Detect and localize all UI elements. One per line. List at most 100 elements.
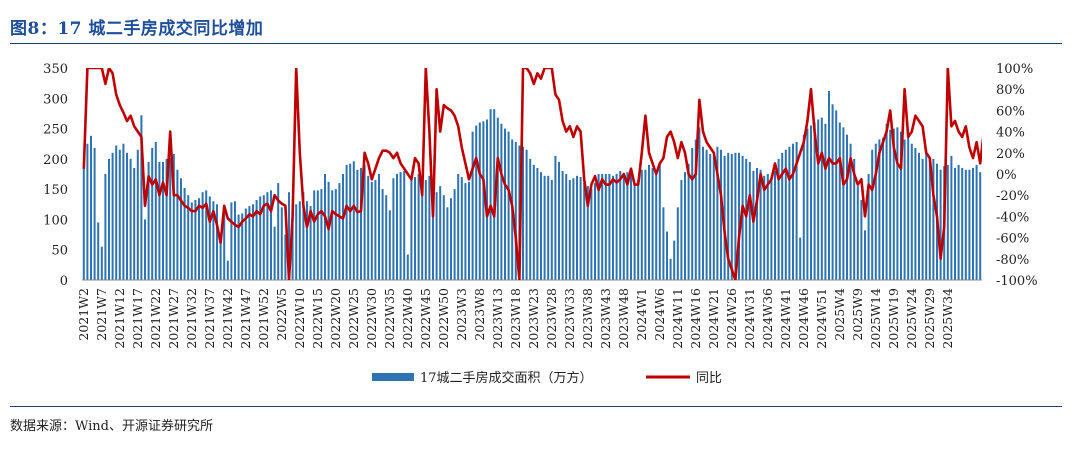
bar (907, 134, 910, 280)
x-tick-label: 2021W22 (148, 288, 163, 349)
bar (860, 200, 863, 280)
line-series (82, 68, 982, 280)
bar (568, 180, 571, 280)
x-tick-label: 2024W51 (814, 288, 829, 349)
bar (100, 246, 103, 280)
bar (896, 127, 899, 280)
bar (413, 177, 417, 280)
x-tick-label: 2025W24 (904, 288, 919, 349)
y2-tick-label: -100% (996, 274, 1038, 289)
bar (273, 226, 276, 280)
x-tick-label: 2023W23 (526, 288, 541, 349)
bar (680, 180, 683, 280)
legend: 17城二手房成交面积（万方） 同比 (372, 370, 722, 386)
bar (194, 200, 197, 280)
y2-tick-label: 40% (996, 126, 1025, 141)
bar (381, 189, 384, 280)
x-tick-label: 2023W28 (544, 288, 559, 349)
y-tick-label: 250 (43, 123, 68, 138)
x-tick-label: 2021W7 (94, 288, 109, 341)
y2-tick-label: -40% (996, 210, 1029, 225)
bar (277, 183, 280, 280)
x-tick-label: 2024W21 (706, 288, 721, 349)
bar (97, 222, 100, 280)
bar (151, 147, 154, 280)
bar (385, 195, 388, 280)
bar (953, 167, 957, 280)
x-tick-label: 2025W19 (886, 288, 901, 349)
bar (932, 158, 935, 280)
bar (529, 158, 532, 280)
x-tick-label: 2023W8 (472, 288, 487, 341)
x-tick-label: 2023W18 (508, 288, 523, 349)
x-tick-label: 2022W20 (328, 288, 343, 349)
legend-bar-swatch (372, 373, 414, 381)
bar (874, 143, 877, 280)
x-tick-label: 2021W52 (256, 288, 271, 349)
bar (449, 198, 453, 280)
bar (493, 109, 496, 280)
y2-tick-label: -60% (996, 232, 1029, 247)
bar (359, 167, 363, 280)
bar (269, 190, 273, 280)
bar (374, 180, 377, 280)
bar (464, 183, 467, 280)
bar (899, 131, 903, 280)
bar (118, 149, 121, 280)
bar (914, 147, 917, 280)
bar (467, 181, 471, 280)
bar (161, 161, 165, 280)
bar (615, 174, 618, 280)
x-tick-label: 2021W42 (220, 288, 235, 349)
y-tick-label: 350 (43, 62, 68, 77)
bar (395, 174, 399, 280)
bar (737, 152, 741, 280)
bar (813, 122, 816, 280)
bar (280, 207, 283, 280)
bar (669, 258, 672, 280)
bar (471, 131, 474, 280)
bar (788, 146, 791, 280)
bar (183, 187, 186, 280)
y-tick-label: 300 (43, 92, 68, 107)
bar (903, 139, 906, 280)
bar (428, 175, 431, 280)
bar (961, 167, 964, 280)
bar (331, 190, 334, 280)
x-tick-label: 2025W14 (868, 288, 883, 349)
bar (709, 154, 712, 280)
bar (971, 167, 975, 280)
bar (557, 161, 561, 280)
bar (406, 254, 409, 280)
bar (457, 174, 460, 280)
y-tick-label: 50 (51, 244, 68, 259)
x-tick-label: 2023W3 (454, 288, 469, 341)
bar (111, 152, 114, 280)
bar (241, 213, 244, 280)
bar (345, 164, 348, 280)
bar (835, 110, 838, 281)
bar (856, 186, 859, 280)
y2-tick-label: -80% (996, 253, 1029, 268)
bar (244, 208, 247, 280)
bar (561, 170, 564, 280)
bar (140, 115, 143, 280)
x-tick-label: 2022W10 (292, 288, 307, 349)
bar (791, 143, 795, 280)
bar (388, 210, 391, 280)
bar (694, 139, 697, 280)
x-tick-label: 2022W35 (382, 288, 397, 349)
yoy-line (82, 68, 982, 280)
bar (478, 122, 481, 280)
bar (475, 125, 478, 280)
y-tick-label: 200 (43, 153, 68, 168)
bar (147, 161, 150, 280)
x-tick-label: 2024W46 (796, 288, 811, 349)
bar (975, 164, 978, 280)
bar (349, 163, 352, 280)
bar (136, 149, 139, 280)
bar (755, 167, 759, 280)
bar (158, 161, 161, 280)
x-tick-label: 2024W16 (688, 288, 703, 349)
y2-tick-label: 0% (996, 168, 1017, 183)
